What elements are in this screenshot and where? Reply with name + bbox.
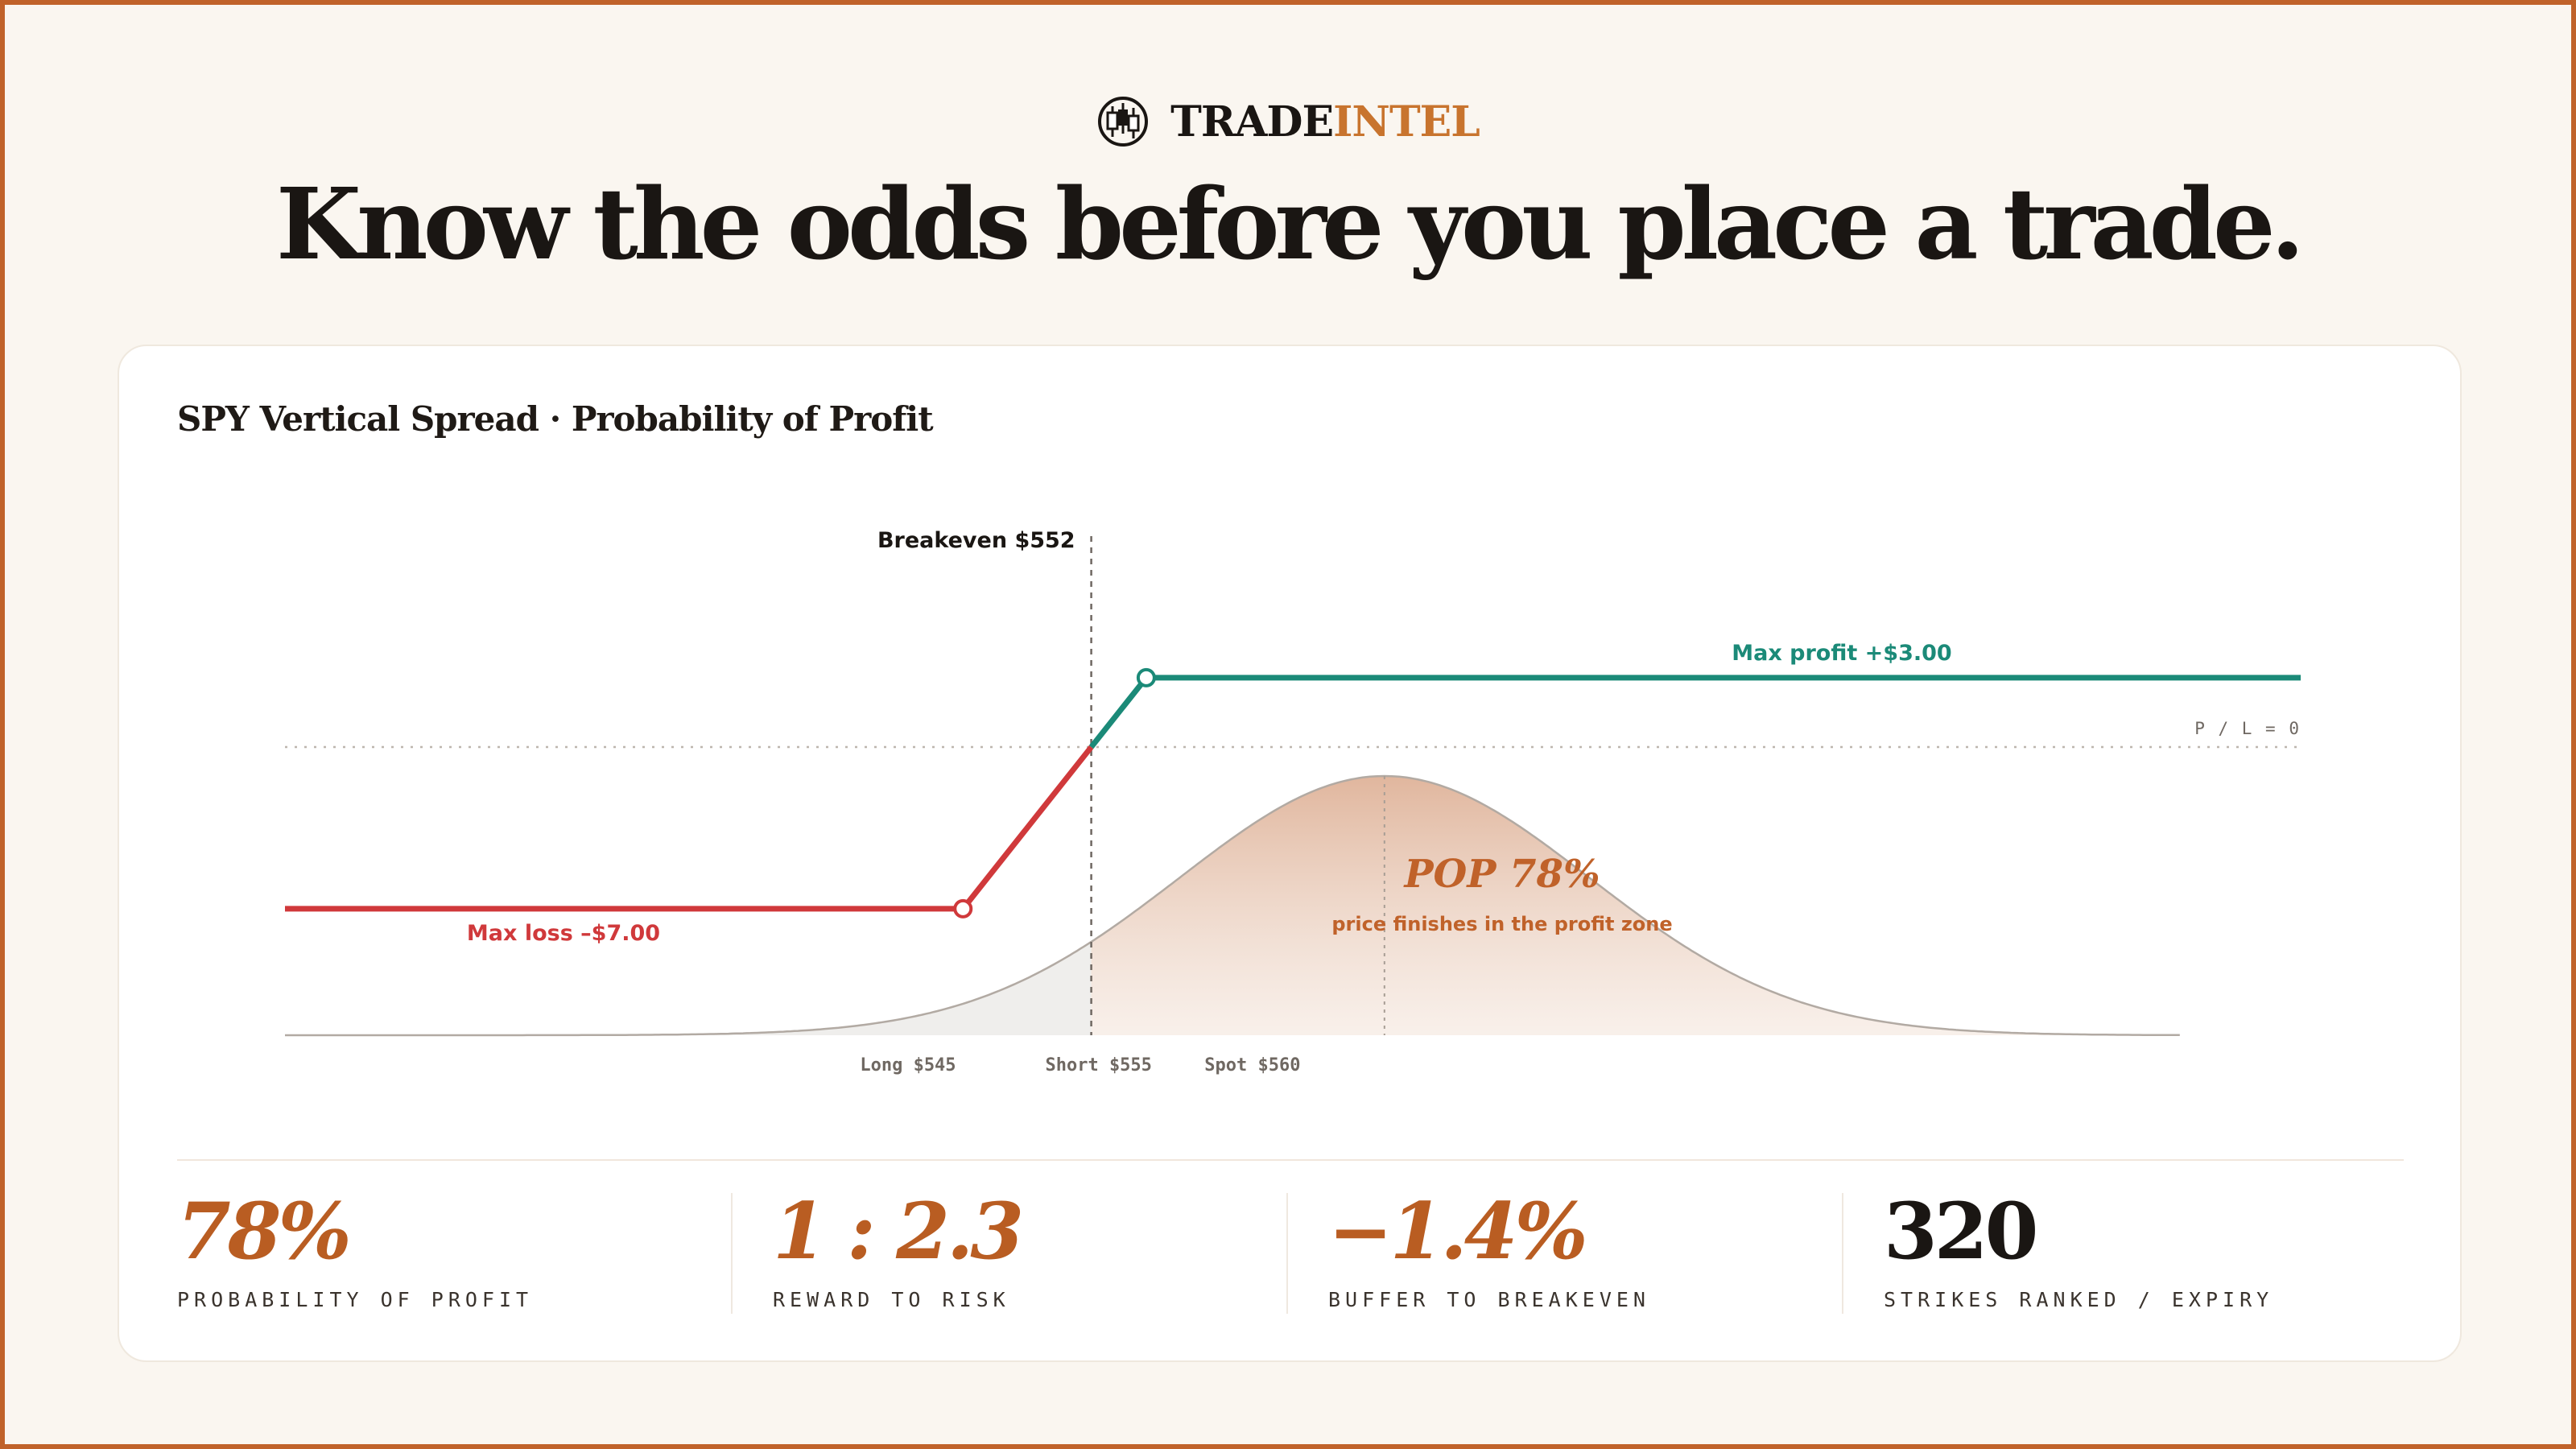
brand-name-dark: TRADE: [1170, 97, 1334, 147]
x-tick-label: Long $545: [860, 1055, 956, 1075]
distribution-profit-area: [1091, 776, 2182, 1035]
zero-line-label: P / L = 0: [2194, 719, 2301, 738]
x-tick-label: Short $555: [1045, 1055, 1151, 1075]
candlestick-logo-icon: [1098, 97, 1149, 147]
stat-separator: [1842, 1193, 1843, 1314]
max-profit-label: Max profit +$3.00: [1732, 641, 1951, 666]
stats-divider: [177, 1159, 2404, 1161]
long-strike-point: [953, 898, 973, 919]
pl-profit-segment: [1088, 675, 2301, 749]
distribution-curve: [285, 774, 2180, 1037]
stat-value: 1 : 2.3: [773, 1186, 1024, 1277]
brand-name: TRADEINTEL: [1170, 97, 1480, 147]
pop-sublabel: price finishes in the profit zone: [1331, 913, 1672, 935]
chart-card: SPY Vertical Spread · Probability of Pro…: [118, 345, 2462, 1362]
breakeven-label: Breakeven $552: [877, 528, 1075, 553]
pop-label: POP 78%: [1402, 852, 1600, 897]
stat-probability: 78% PROBABILITY OF PROFIT: [177, 1193, 533, 1314]
stat-separator: [1286, 1193, 1288, 1314]
x-tick-label: Spot $560: [1204, 1055, 1300, 1075]
stat-label: PROBABILITY OF PROFIT: [177, 1288, 534, 1311]
stat-separator: [731, 1193, 733, 1314]
brand-name-accent: INTEL: [1333, 97, 1480, 147]
stat-label: BUFFER TO BREAKEVEN: [1328, 1288, 1650, 1311]
stat-label: STRIKES RANKED / EXPIRY: [1884, 1288, 2274, 1311]
stat-strikes: 320 STRIKES RANKED / EXPIRY: [1884, 1193, 2273, 1314]
brand-header: TRADEINTEL: [0, 95, 2576, 148]
stat-buffer: −1.4% BUFFER TO BREAKEVEN: [1328, 1193, 1650, 1314]
stat-reward-risk: 1 : 2.3 REWARD TO RISK: [773, 1186, 1024, 1314]
stat-value: 320: [1884, 1186, 2038, 1277]
headline: Know the odds before you place a trade.: [275, 166, 2305, 282]
pop-chart: Breakeven $552 Max profit +$3.00 Max loss …: [285, 528, 2301, 1075]
distribution-loss-area: [285, 941, 1092, 1035]
stat-value: 78%: [177, 1186, 352, 1277]
pl-loss-segment: [285, 745, 1094, 912]
max-loss-label: Max loss –$7.00: [467, 921, 660, 946]
stat-value: −1.4%: [1328, 1186, 1588, 1277]
short-strike-point: [1136, 667, 1156, 687]
stat-label: REWARD TO RISK: [773, 1288, 1010, 1311]
chart-title: SPY Vertical Spread · Probability of Pro…: [177, 399, 934, 439]
